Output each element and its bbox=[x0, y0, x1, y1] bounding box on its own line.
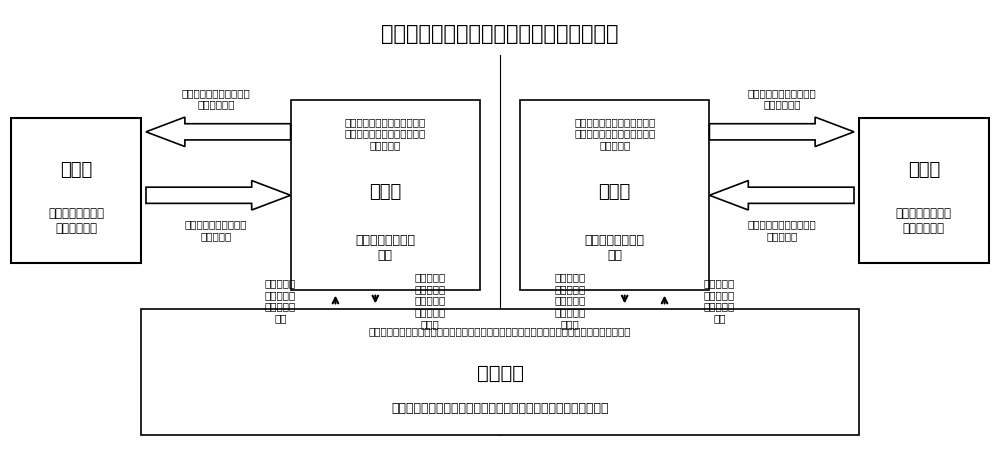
Polygon shape bbox=[709, 118, 854, 147]
Text: 仅根据据丙公司的信息进
行风险评估: 仅根据据丙公司的信息进 行风险评估 bbox=[748, 219, 817, 241]
Text: 公司丙: 公司丙 bbox=[599, 183, 631, 201]
Text: 向银行支付基于优惠的固
定利率的利息: 向银行支付基于优惠的固 定利率的利息 bbox=[181, 88, 250, 109]
FancyBboxPatch shape bbox=[520, 101, 709, 291]
Text: 银行仅参与与公司
丙的融资业务: 银行仅参与与公司 丙的融资业务 bbox=[896, 206, 952, 234]
Polygon shape bbox=[709, 181, 854, 211]
Text: 仅根据甲公司的信息进
行风险评估: 仅根据甲公司的信息进 行风险评估 bbox=[185, 219, 247, 241]
Text: 向公司支付
来自于丙的
固定利率的
利息: 向公司支付 来自于丙的 固定利率的 利息 bbox=[265, 278, 296, 322]
FancyBboxPatch shape bbox=[141, 309, 859, 435]
Text: 银行仅参与与公司
甲的融资业务: 银行仅参与与公司 甲的融资业务 bbox=[48, 206, 104, 234]
Text: 向公司支付
来自于甲的
浮动利率的
利息: 向公司支付 来自于甲的 浮动利率的 利息 bbox=[704, 278, 735, 322]
Text: 掉期交易的公司参
与方: 掉期交易的公司参 与方 bbox=[355, 233, 415, 261]
Text: 作为整个掉期交易的信用核心，也是整个交易的主要现金流承担者: 作为整个掉期交易的信用核心，也是整个交易的主要现金流承担者 bbox=[391, 401, 609, 414]
Text: 银行乙: 银行乙 bbox=[60, 161, 92, 179]
FancyBboxPatch shape bbox=[11, 119, 141, 264]
Text: 基于固定利率的现金流抵消，
实际支付了浮动利率的利息以
及手续费用: 基于固定利率的现金流抵消， 实际支付了浮动利率的利息以 及手续费用 bbox=[345, 116, 426, 150]
Text: 向银行支付基于优惠的浮
动利率的利息: 向银行支付基于优惠的浮 动利率的利息 bbox=[748, 88, 817, 109]
Polygon shape bbox=[146, 118, 291, 147]
Text: 交易存在物理隔离与边界，交易信息不互通: 交易存在物理隔离与边界，交易信息不互通 bbox=[381, 24, 619, 44]
Text: 向中介支付
基于浮动利
率的利息以
及相应的手
续费用: 向中介支付 基于浮动利 率的利息以 及相应的手 续费用 bbox=[415, 272, 446, 328]
Text: 金融中介: 金融中介 bbox=[477, 363, 524, 382]
Text: 掉期交易的公司参
与方: 掉期交易的公司参 与方 bbox=[585, 233, 645, 261]
Text: 向中介支付
基于固定利
率的利息以
及相应的手
续费用: 向中介支付 基于固定利 率的利息以 及相应的手 续费用 bbox=[554, 272, 585, 328]
Text: 基于固定利率和浮动利率的现金流互相抵消，不产生支出，通过赚取交易的手续费用来赚取利润: 基于固定利率和浮动利率的现金流互相抵消，不产生支出，通过赚取交易的手续费用来赚取… bbox=[369, 325, 631, 335]
FancyBboxPatch shape bbox=[859, 119, 989, 264]
Polygon shape bbox=[146, 181, 291, 211]
FancyBboxPatch shape bbox=[291, 101, 480, 291]
Text: 银行丁: 银行丁 bbox=[908, 161, 940, 179]
Text: 基于浮动利率的现金流抵消，
实际支付了固定利率的利息以
及手续费用: 基于浮动利率的现金流抵消， 实际支付了固定利率的利息以 及手续费用 bbox=[574, 116, 655, 150]
Text: 公司甲: 公司甲 bbox=[369, 183, 401, 201]
